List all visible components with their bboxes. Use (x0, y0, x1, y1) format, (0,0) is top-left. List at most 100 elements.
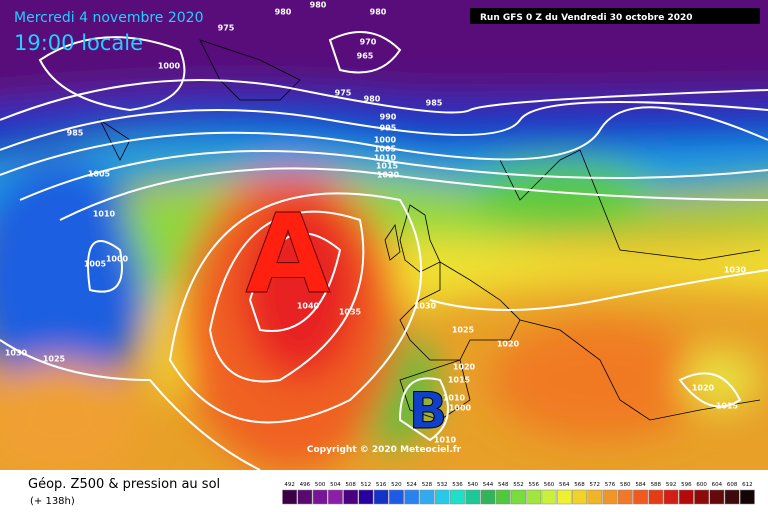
isobar-label: 980 (370, 8, 387, 17)
scale-label: 500 (315, 482, 326, 488)
scale-label: 516 (376, 482, 387, 488)
scale-label: 520 (391, 482, 402, 488)
scale-swatch (434, 489, 450, 505)
scale-swatch (526, 489, 542, 505)
isobar-label: 1005 (88, 170, 111, 179)
isobar-label: 1005 (84, 260, 107, 269)
isobar-label: 975 (335, 89, 352, 98)
scale-swatch (663, 489, 679, 505)
scale-swatch (633, 489, 648, 505)
scale-swatch (709, 489, 725, 505)
run-box (470, 8, 760, 24)
isobar-label: 1020 (453, 363, 476, 372)
isobar-label: 1015 (716, 402, 739, 411)
isobar-label: 1025 (452, 326, 475, 335)
scale-label: 572 (590, 482, 601, 488)
lead-time: (+ 138h) (30, 496, 75, 507)
scale-label: 580 (620, 482, 631, 488)
scale-label: 552 (513, 482, 524, 488)
isobar-label: 970 (360, 38, 377, 47)
isobar-labels: 980 980 980 975 970 965 1000 975 980 985 985 990 995… (5, 1, 747, 445)
scale-swatch (556, 489, 572, 505)
scale-label: 504 (330, 482, 341, 488)
isobar-label: 1015 (376, 162, 399, 171)
scale-label: 584 (635, 482, 646, 488)
scale-swatch (495, 489, 511, 505)
scale-label: 508 (345, 482, 356, 488)
isobar-label: 980 (275, 8, 292, 17)
scale-label: 604 (712, 482, 723, 488)
scale-label: 496 (300, 482, 311, 488)
isobar-label: 980 (364, 95, 381, 104)
scale-label: 612 (742, 482, 753, 488)
scale-label: 512 (361, 482, 372, 488)
isobar-label: 1005 (374, 145, 397, 154)
scale-swatch (587, 489, 603, 505)
scale-label: 544 (483, 482, 494, 488)
scale-swatch (404, 489, 420, 505)
scale-label: 556 (529, 482, 540, 488)
isobar-label: 1030 (5, 349, 28, 358)
isobar-label: 1040 (297, 302, 320, 311)
isobar-label: 1035 (339, 308, 362, 317)
isobars (0, 31, 768, 470)
forecast-time: 19:00 locale (14, 31, 143, 55)
scale-swatch (678, 489, 694, 505)
high-pressure-symbol: A (245, 190, 330, 318)
scale-swatch (724, 489, 740, 505)
geopotential-field: 980 980 980 975 970 965 1000 975 980 985 985 990 995… (0, 0, 768, 470)
isobar-label: 1025 (43, 355, 66, 364)
scale-swatch (389, 489, 404, 505)
legend-title: Géop. Z500 & pression au sol (28, 477, 220, 492)
isobar-label: 1000 (106, 255, 129, 264)
isobar-label: 990 (380, 113, 397, 122)
isobar-label: 1010 (434, 436, 457, 445)
isobar-label: 975 (218, 24, 235, 33)
isobar-label: 985 (426, 99, 443, 108)
scale-label: 548 (498, 482, 509, 488)
isobar-label: 1000 (374, 136, 397, 145)
scale-label: 524 (406, 482, 417, 488)
isobar-label: 995 (380, 124, 397, 133)
scale-swatch (739, 489, 755, 505)
scale-label: 596 (681, 482, 692, 488)
scale-swatch (648, 489, 664, 505)
isobar-label: 965 (357, 52, 374, 61)
isobar-label: 985 (67, 129, 84, 138)
scale-swatch (419, 489, 435, 505)
scale-label: 528 (422, 482, 433, 488)
scale-swatch (465, 489, 481, 505)
scale-swatch (511, 489, 526, 505)
scale-label: 536 (452, 482, 463, 488)
color-scale: 492 496 500 504 508 512 516 520 524 528 532 536 540 5… (282, 482, 755, 505)
scale-swatch (297, 489, 313, 505)
scale-label: 576 (605, 482, 616, 488)
isobar-label: 1010 (443, 394, 466, 403)
scale-label: 492 (284, 482, 295, 488)
isobar-label: 1015 (448, 376, 471, 385)
scale-label: 568 (574, 482, 585, 488)
scale-swatch (694, 489, 709, 505)
scale-label: 588 (651, 482, 662, 488)
low-pressure-symbol: B (409, 382, 447, 440)
run-info: Run GFS 0 Z du Vendredi 30 octobre 2020 (480, 13, 693, 23)
scale-swatch (541, 489, 557, 505)
isobar-label: 1010 (374, 154, 397, 163)
isobar-label: 1030 (724, 266, 747, 275)
scale-swatch (282, 489, 298, 505)
isobar-label: 1030 (414, 302, 437, 311)
copyright: Copyright © 2020 Meteociel.fr (307, 445, 462, 455)
isobar-label: 1020 (377, 171, 400, 180)
scale-swatch (328, 489, 343, 505)
scale-swatch (312, 489, 328, 505)
isobar-label: 1000 (158, 62, 181, 71)
isobar-label: 1000 (449, 404, 472, 413)
scale-swatch (572, 489, 587, 505)
isobar-label: 1020 (497, 340, 520, 349)
forecast-date: Mercredi 4 novembre 2020 (14, 10, 204, 26)
scale-swatch (617, 489, 633, 505)
scale-label: 564 (559, 482, 570, 488)
isobar-label: 1010 (93, 210, 116, 219)
